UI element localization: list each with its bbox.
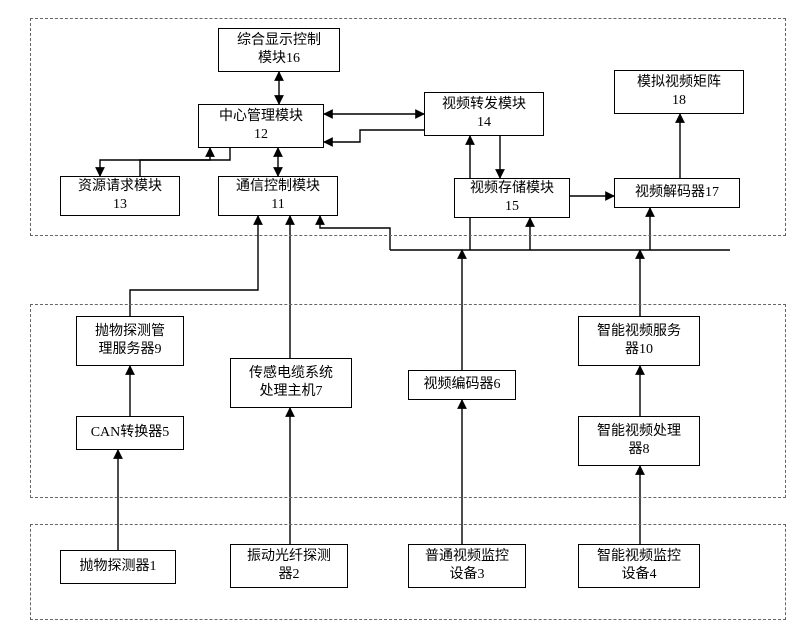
node-display-control-16: 综合显示控制模块16 (218, 28, 340, 72)
node-sensor-cable-host-7: 传感电缆系统处理主机7 (230, 358, 352, 408)
node-center-mgmt-12: 中心管理模块12 (198, 104, 324, 148)
node-parabolic-server-9: 抛物探测管理服务器9 (76, 316, 184, 366)
label: 中心管理模块12 (219, 108, 303, 144)
node-video-encoder-6: 视频编码器6 (408, 370, 516, 400)
label: 普通视频监控设备3 (425, 548, 509, 584)
label: 视频编码器6 (424, 376, 501, 394)
label: 传感电缆系统处理主机7 (249, 365, 333, 401)
node-video-decoder-17: 视频解码器17 (614, 178, 740, 208)
node-smart-video-proc-8: 智能视频处理器8 (578, 416, 700, 466)
node-can-converter-5: CAN转换器5 (76, 416, 184, 450)
node-video-forward-14: 视频转发模块14 (424, 92, 544, 136)
label: 资源请求模块13 (78, 178, 162, 214)
node-resource-req-13: 资源请求模块13 (60, 176, 180, 216)
label: 模拟视频矩阵18 (637, 74, 721, 110)
label: 振动光纤探测器2 (247, 548, 331, 584)
label: CAN转换器5 (91, 424, 170, 442)
node-fiber-vib-det-2: 振动光纤探测器2 (230, 544, 348, 588)
node-video-storage-15: 视频存储模块15 (454, 178, 570, 218)
node-smart-video-dev-4: 智能视频监控设备4 (578, 544, 700, 588)
label: 智能视频服务器10 (597, 323, 681, 359)
label: 视频解码器17 (635, 184, 719, 202)
label: 通信控制模块11 (236, 178, 320, 214)
label: 智能视频监控设备4 (597, 548, 681, 584)
node-comm-control-11: 通信控制模块11 (218, 176, 338, 216)
label: 视频转发模块14 (442, 96, 526, 132)
diagram-canvas: 综合显示控制模块16 中心管理模块12 视频转发模块14 模拟视频矩阵18 资源… (0, 0, 800, 639)
label: 抛物探测管理服务器9 (95, 323, 165, 359)
label: 智能视频处理器8 (597, 423, 681, 459)
label: 视频存储模块15 (470, 180, 554, 216)
node-normal-video-dev-3: 普通视频监控设备3 (408, 544, 526, 588)
node-analog-matrix-18: 模拟视频矩阵18 (614, 70, 744, 114)
label: 综合显示控制模块16 (237, 32, 321, 68)
node-parabolic-det-1: 抛物探测器1 (60, 550, 176, 584)
label: 抛物探测器1 (80, 558, 157, 576)
node-smart-video-srv-10: 智能视频服务器10 (578, 316, 700, 366)
